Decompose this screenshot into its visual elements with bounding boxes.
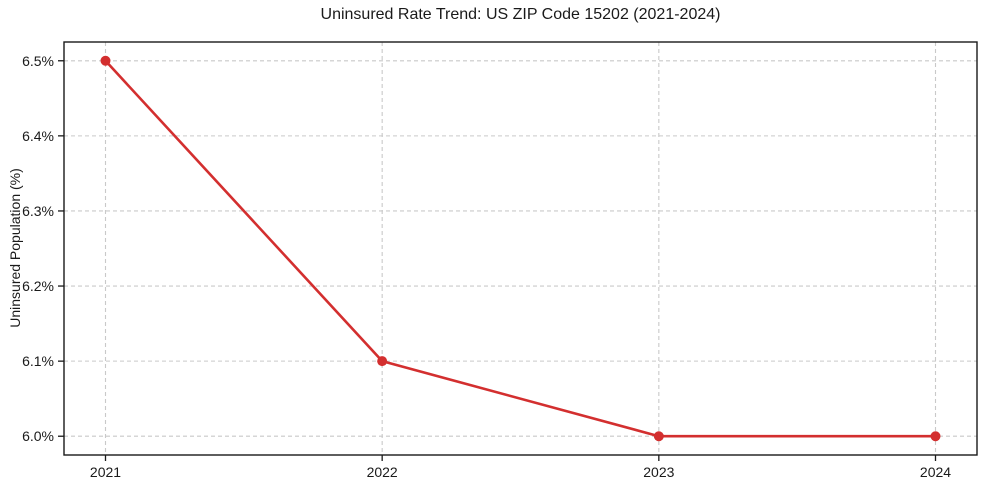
x-tick-label: 2023 xyxy=(643,464,674,480)
trend-line xyxy=(104,59,937,438)
y-tick-label: 6.3% xyxy=(22,203,54,219)
chart-title: Uninsured Rate Trend: US ZIP Code 15202 … xyxy=(320,6,721,23)
plot-border xyxy=(63,41,978,456)
x-tick-label: 2022 xyxy=(367,464,398,480)
y-tick-label: 6.5% xyxy=(22,53,54,69)
x-tick-label: 2024 xyxy=(920,464,951,480)
y-tick-label: 6.4% xyxy=(22,128,54,144)
data-point-marker xyxy=(653,431,664,442)
data-point-marker xyxy=(100,55,111,66)
data-point-marker xyxy=(930,431,941,442)
y-tick-label: 6.1% xyxy=(22,353,54,369)
y-tick-label: 6.2% xyxy=(22,278,54,294)
data-point-marker xyxy=(377,356,388,367)
x-tick-label: 2021 xyxy=(90,464,121,480)
y-tick-label: 6.0% xyxy=(22,428,54,444)
